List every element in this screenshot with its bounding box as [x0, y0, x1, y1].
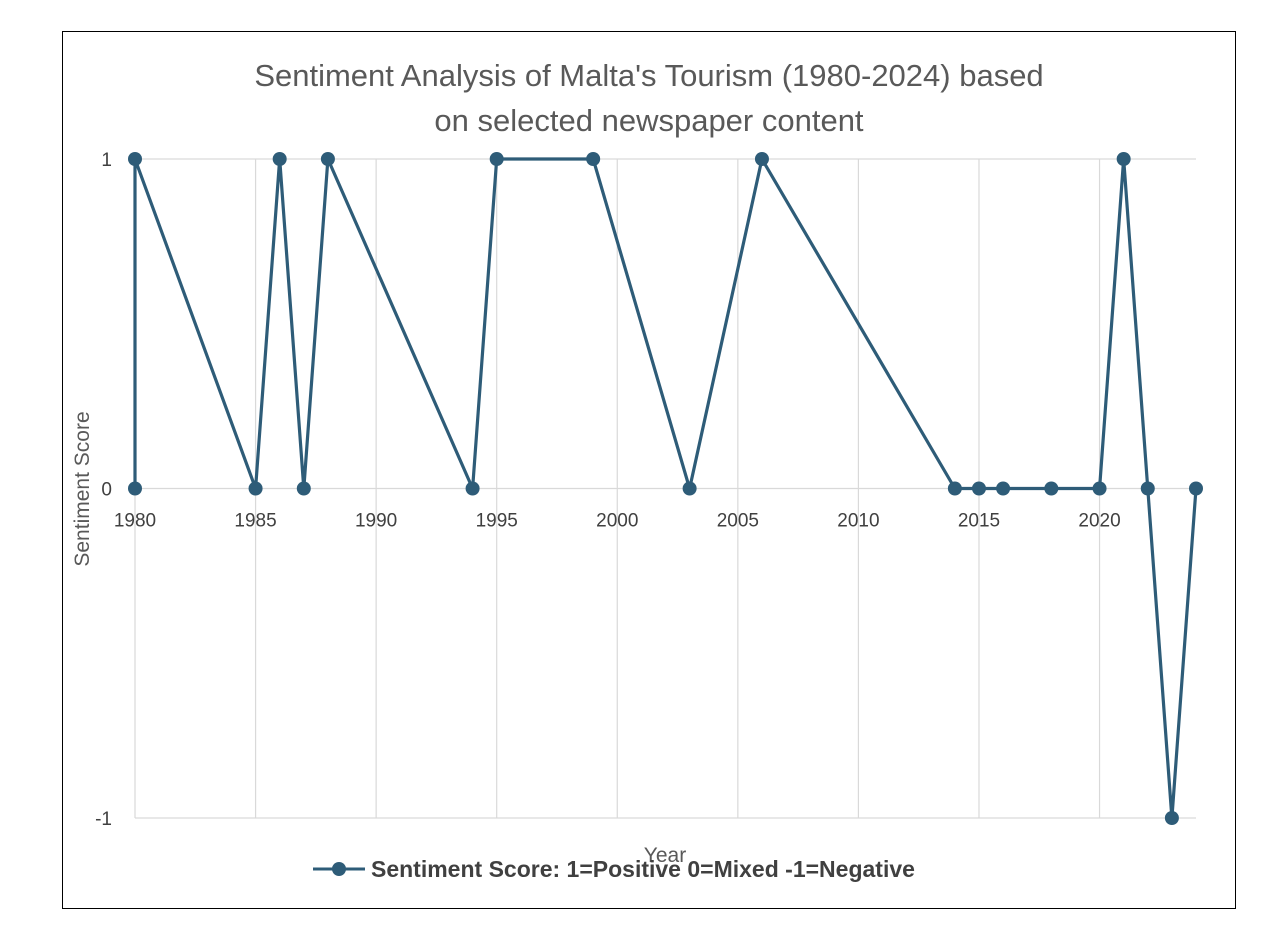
data-point-1999-8 [586, 152, 601, 166]
data-point-2015-12 [971, 481, 986, 496]
x-tick-label-2005: 2005 [717, 511, 759, 532]
data-point-2003-9 [682, 481, 697, 496]
legend-point-marker [332, 862, 346, 876]
x-tick-label-2000: 2000 [596, 511, 638, 532]
data-point-1987-4 [296, 481, 311, 496]
y-tick-labels: -1 0 1 [95, 150, 112, 830]
x-tick-label-1995: 1995 [476, 511, 518, 532]
chart-title-line-2: on selected newspaper content [434, 103, 864, 138]
x-axis-title: Year [644, 844, 686, 867]
data-point-2018-14 [1044, 481, 1059, 496]
data-point-2024-19 [1189, 481, 1203, 496]
data-point-2021-16 [1116, 152, 1131, 166]
legend-entry: Sentiment Score: 1=Positive 0=Mixed -1=N… [371, 856, 915, 882]
x-tick-label-2010: 2010 [837, 511, 879, 532]
x-tick-label-1980: 1980 [114, 511, 156, 532]
data-point-2006-10 [754, 152, 769, 166]
y-tick-label-1: 1 [101, 150, 112, 171]
data-point-2023-18 [1164, 811, 1179, 825]
y-tick-label--1: -1 [95, 809, 112, 830]
series-points [128, 152, 1203, 825]
x-tick-label-1990: 1990 [355, 511, 397, 532]
data-point-1986-3 [272, 152, 287, 166]
data-point-2022-17 [1140, 481, 1155, 496]
x-tick-labels: 1980 1985 1990 1995 2000 2005 2010 2015 2020 [114, 511, 1121, 532]
data-point-2020-15 [1092, 481, 1107, 496]
chart-title-line-1: Sentiment Analysis of Malta's Tourism (1… [254, 58, 1043, 93]
data-point-1980-0 [128, 481, 142, 496]
data-point-1980-1 [128, 152, 142, 166]
x-tick-label-2015: 2015 [958, 511, 1000, 532]
x-tick-label-2020: 2020 [1078, 511, 1120, 532]
data-point-1995-7 [489, 152, 504, 166]
y-tick-label-0: 0 [101, 480, 112, 501]
x-tick-label-1985: 1985 [234, 511, 276, 532]
data-point-2016-13 [996, 481, 1011, 496]
data-point-1994-6 [465, 481, 480, 496]
data-point-2014-11 [947, 481, 962, 496]
series-lines [133, 157, 1198, 820]
legend: Sentiment Score: 1=Positive 0=Mixed -1=N… [313, 856, 915, 882]
series-line-0 [133, 157, 1198, 820]
y-axis-title: Sentiment Score [71, 411, 94, 566]
data-point-1988-5 [320, 152, 335, 166]
data-point-1985-2 [248, 481, 263, 496]
